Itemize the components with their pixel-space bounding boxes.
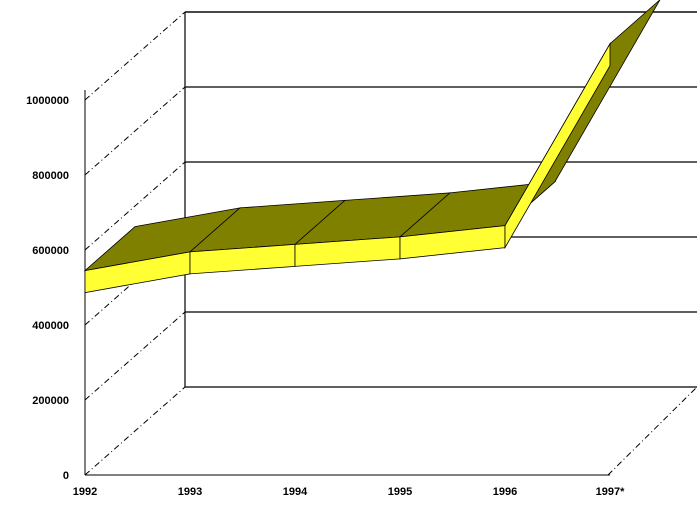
x-tick-label: 1994 [283, 486, 308, 498]
y-tick-label: 800000 [32, 170, 69, 182]
x-tick-labels: 1992 1993 1994 1995 1996 1997* [73, 486, 625, 498]
y-tick-labels: 0 200000 400000 600000 800000 1000000 [26, 95, 69, 482]
ribbon-front-1996 [504, 42, 611, 250]
depth-guide-1000000 [84, 11, 186, 101]
floor-depth-guide [607, 386, 697, 476]
y-tick-label: 600000 [32, 245, 69, 257]
x-tick-label: 1996 [493, 486, 517, 498]
y-tick-label: 200000 [32, 395, 69, 407]
depth-guide-0 [84, 386, 186, 476]
x-tick-label: 1997* [596, 486, 625, 498]
x-tick-label: 1993 [178, 486, 202, 498]
depth-guide-200000 [84, 311, 186, 401]
series-ribbon [83, 0, 661, 294]
y-tick-label: 400000 [32, 320, 69, 332]
y-tick-label: 0 [63, 470, 69, 482]
x-tick-label: 1992 [73, 486, 97, 498]
x-tick-label: 1995 [388, 486, 412, 498]
y-tick-label: 1000000 [26, 95, 69, 107]
depth-guide-600000 [84, 161, 186, 251]
depth-guide-800000 [84, 86, 186, 176]
axes [84, 90, 610, 476]
